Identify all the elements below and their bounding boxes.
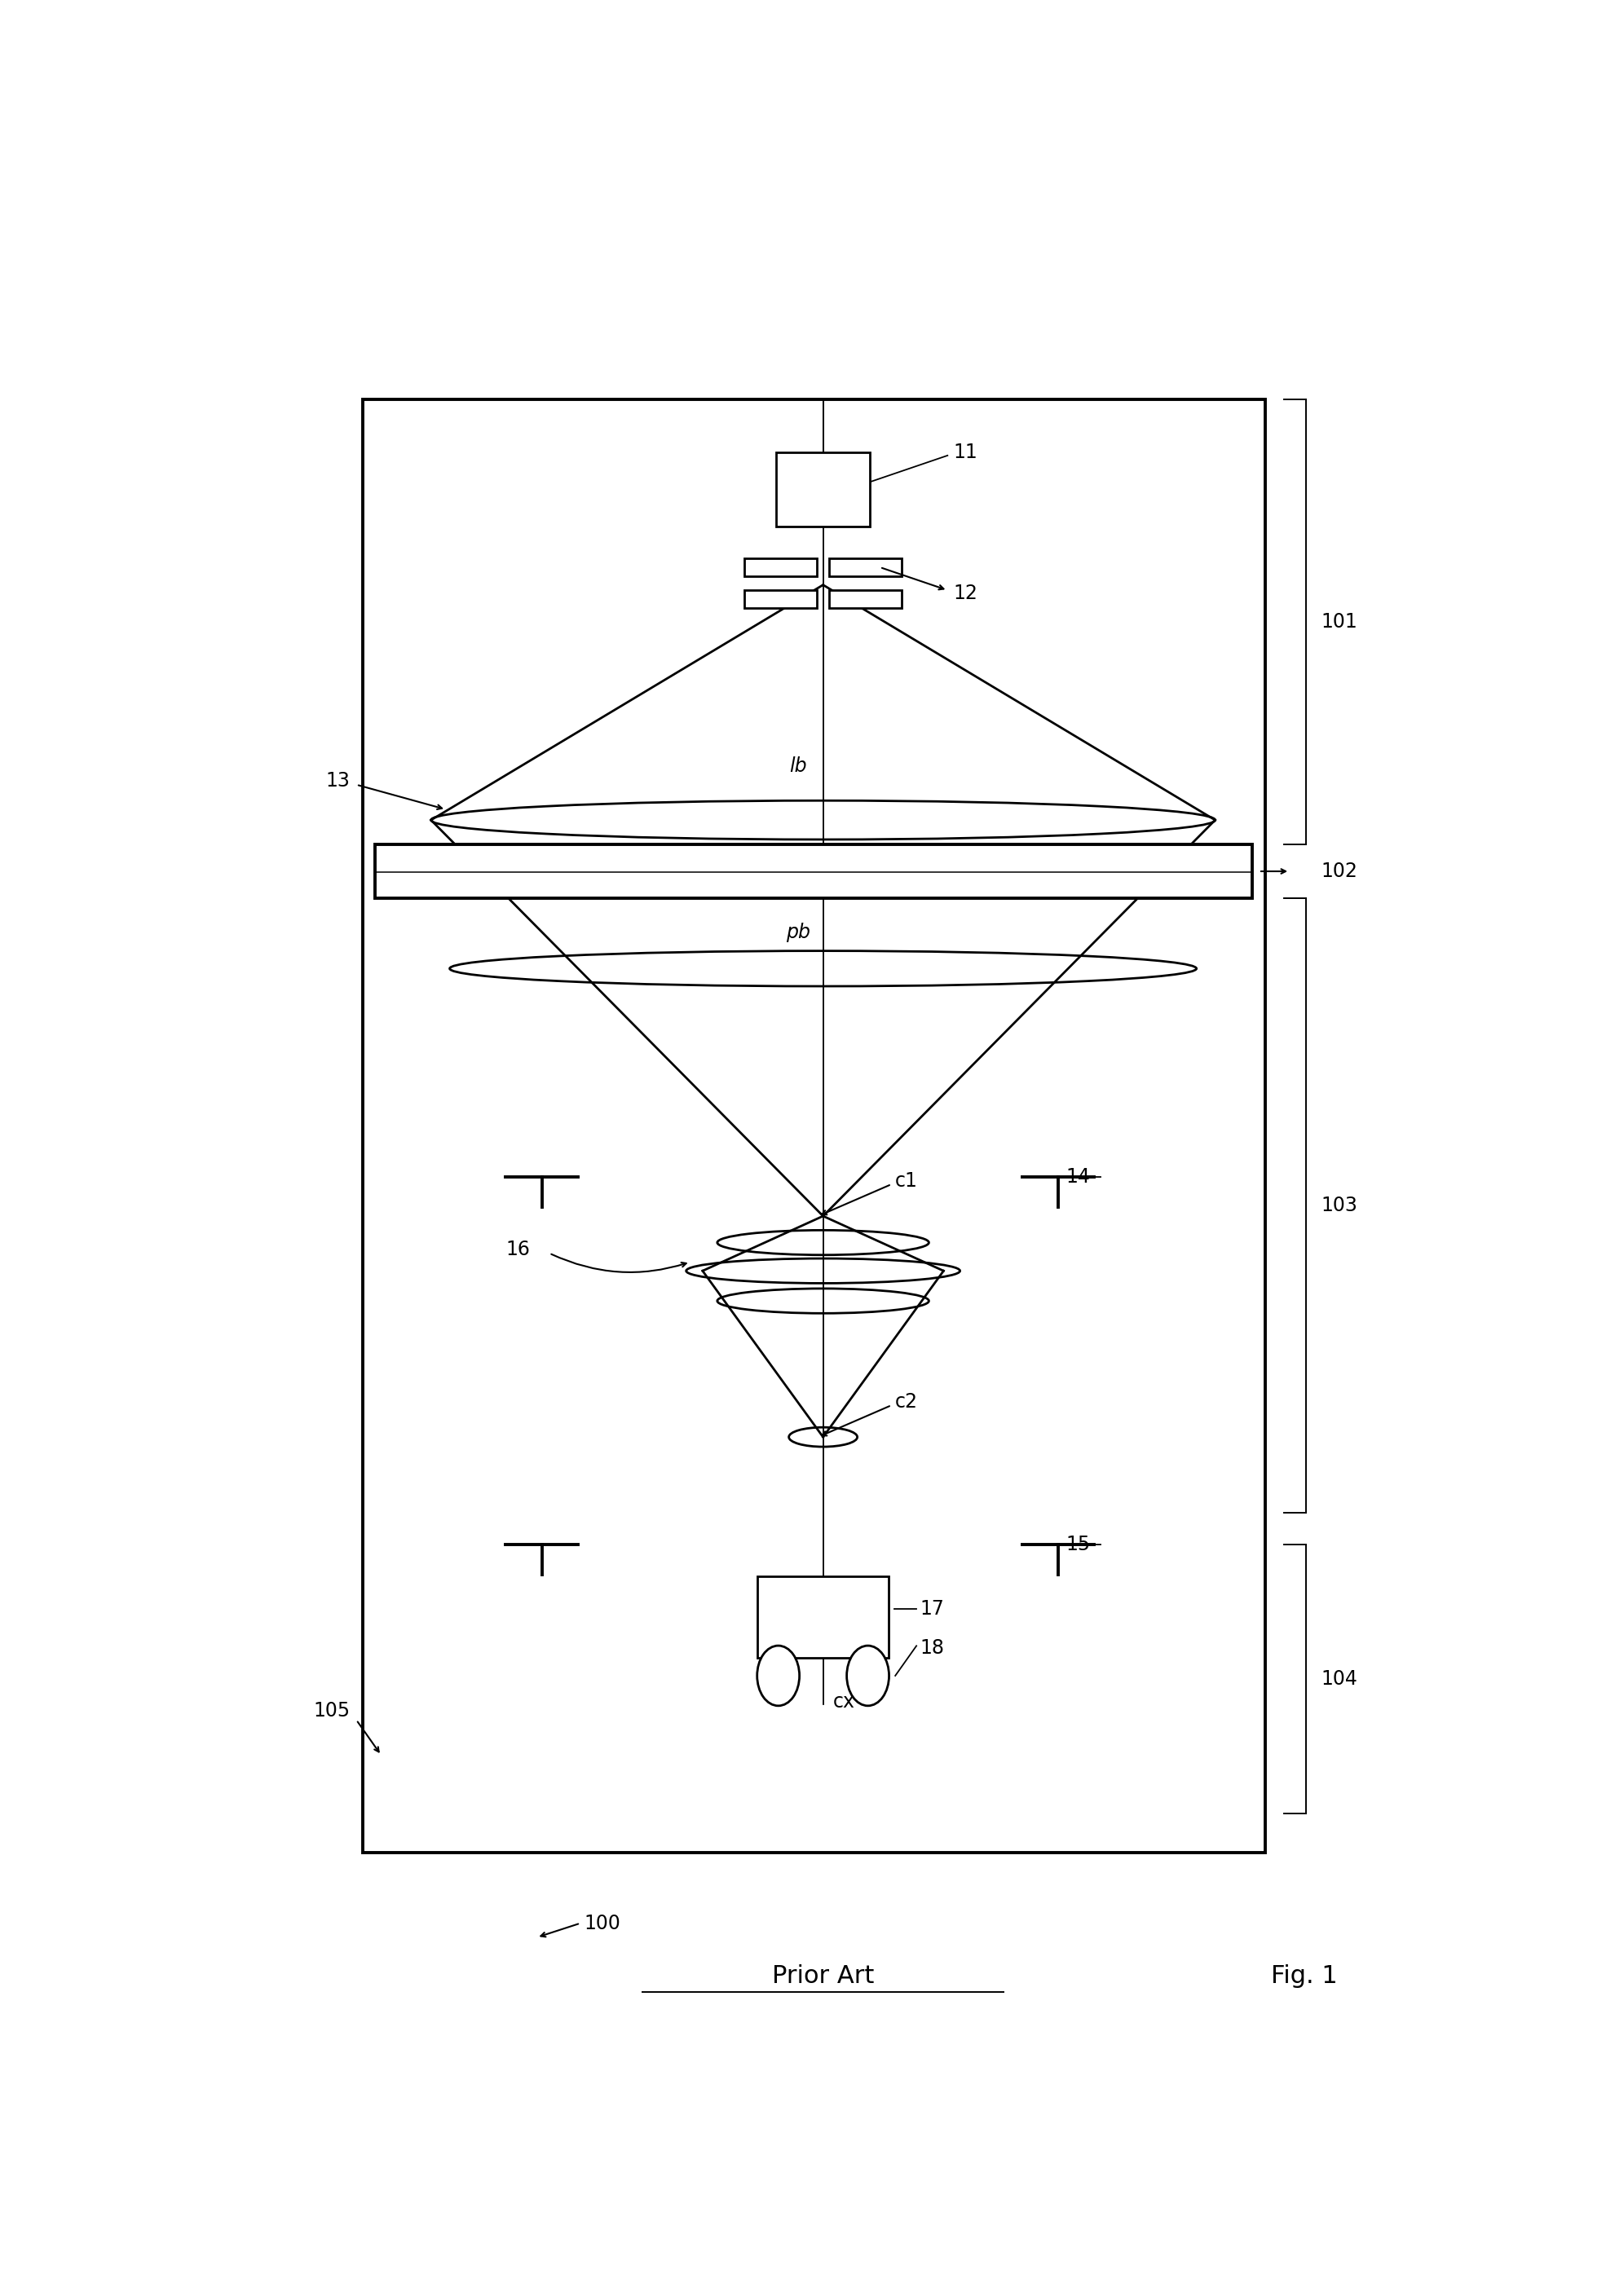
Text: 105: 105: [313, 1701, 350, 1720]
Text: c2: c2: [895, 1391, 919, 1412]
Text: 13: 13: [326, 771, 350, 790]
Text: 102: 102: [1320, 861, 1357, 882]
Text: 17: 17: [920, 1600, 944, 1619]
Bar: [363, 400, 1266, 1853]
Text: pb: pb: [785, 923, 811, 941]
Text: Prior Art: Prior Art: [772, 1965, 874, 1988]
Text: 16: 16: [506, 1240, 530, 1261]
Text: 11: 11: [954, 443, 978, 461]
Text: 14: 14: [1066, 1166, 1090, 1187]
Text: c1: c1: [895, 1171, 919, 1189]
Text: Fig. 1: Fig. 1: [1272, 1965, 1338, 1988]
Bar: [376, 845, 1253, 898]
Text: 18: 18: [920, 1639, 944, 1658]
Text: 100: 100: [585, 1913, 620, 1933]
Text: lb: lb: [790, 755, 806, 776]
Bar: [758, 1577, 888, 1658]
Bar: [776, 452, 870, 526]
Text: 15: 15: [1066, 1536, 1090, 1554]
Text: cx: cx: [834, 1692, 854, 1713]
Circle shape: [756, 1646, 800, 1706]
Bar: [829, 558, 901, 576]
Text: 103: 103: [1320, 1196, 1357, 1215]
Text: 104: 104: [1320, 1669, 1357, 1690]
Bar: [829, 590, 901, 608]
Circle shape: [846, 1646, 890, 1706]
Text: 101: 101: [1320, 613, 1357, 631]
Bar: [745, 590, 817, 608]
Text: 12: 12: [954, 583, 978, 604]
Bar: [745, 558, 817, 576]
